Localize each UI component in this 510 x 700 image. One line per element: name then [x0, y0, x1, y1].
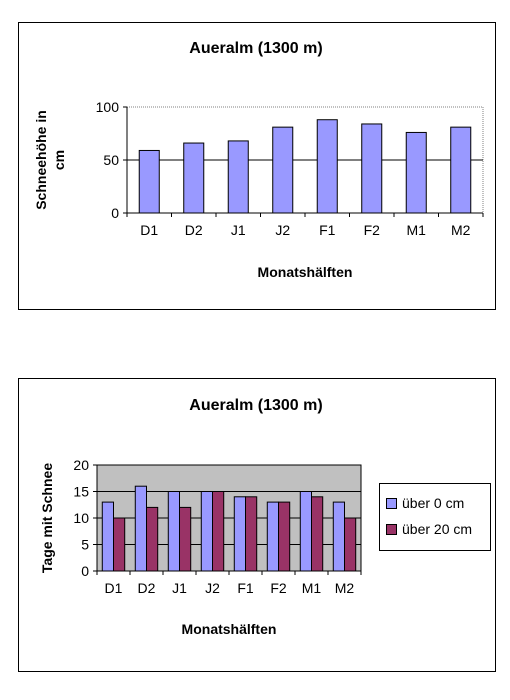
- legend-label-series-2: über 20 cm: [402, 521, 473, 537]
- x-tick-label: D1: [105, 580, 123, 596]
- bar: [233, 496, 246, 572]
- y-axis-title: Tage mit Schnee: [39, 463, 55, 573]
- legend-label-series-1: über 0 cm: [402, 495, 465, 511]
- bar: [272, 126, 294, 214]
- x-tick-label: D2: [138, 580, 156, 596]
- x-axis-title: Monatshälften: [182, 621, 277, 637]
- chart-title: Aueralm (1300 m): [189, 40, 322, 57]
- y-axis-title: cm: [51, 150, 67, 170]
- bar: [316, 119, 338, 214]
- y-tick-label: 0: [81, 563, 89, 579]
- bar: [344, 517, 357, 572]
- bar: [146, 506, 159, 572]
- bar: [134, 485, 147, 572]
- bar: [212, 491, 225, 572]
- bar: [183, 142, 205, 214]
- bar: [311, 496, 324, 572]
- bar: [179, 506, 192, 572]
- x-axis-title: Monatshälften: [258, 264, 353, 280]
- bar: [200, 491, 213, 572]
- chart-snow-days: Aueralm (1300 m) 0 5 10 15 20 D1 D2 J1 J2 F1 F2 M1 M2…: [18, 378, 496, 672]
- chart-snow-depth: Aueralm (1300 m) 0 50 100 D1 D2 J1 J2 F1 F2 M1 M2 Mo…: [18, 22, 496, 310]
- x-tick-label: J1: [231, 222, 246, 238]
- bar: [101, 501, 114, 572]
- y-tick-label: 20: [73, 457, 89, 473]
- x-tick-label: M1: [302, 580, 322, 596]
- snow-days-chart-svg: Aueralm (1300 m) 0 5 10 15 20 D1 D2 J1 J2 F1 F2 M1 M2…: [39, 397, 362, 637]
- x-tick-label: M1: [407, 222, 427, 238]
- y-tick-label: 10: [73, 510, 89, 526]
- legend: über 0 cm über 20 cm: [379, 483, 491, 551]
- bar: [138, 149, 160, 214]
- chart-title: Aueralm (1300 m): [189, 397, 322, 414]
- bar: [361, 123, 383, 214]
- y-axis-title: Schneehöhe in: [33, 110, 49, 210]
- y-tick-label: 0: [111, 205, 119, 221]
- x-tick-label: F2: [364, 222, 381, 238]
- y-tick-label: 50: [103, 152, 119, 168]
- bar: [450, 126, 472, 214]
- legend-item-series-1: über 0 cm: [386, 495, 464, 511]
- legend-item-series-2: über 20 cm: [386, 521, 472, 537]
- bar: [332, 501, 345, 572]
- y-tick-label: 5: [81, 537, 89, 553]
- legend-swatch-series-1: [386, 497, 397, 509]
- y-tick-label: 100: [96, 99, 120, 115]
- x-tick-label: F1: [237, 580, 254, 596]
- snow-depth-chart-svg: Aueralm (1300 m) 0 50 100 D1 D2 J1 J2 F1 F2 M1 M2 Mo…: [33, 40, 484, 280]
- x-tick-label: M2: [335, 580, 355, 596]
- bar: [278, 501, 291, 572]
- bar: [405, 131, 427, 214]
- x-tick-label: J1: [172, 580, 187, 596]
- bar: [266, 501, 279, 572]
- x-tick-label: F1: [319, 222, 336, 238]
- bar: [113, 517, 126, 572]
- x-tick-label: D2: [185, 222, 203, 238]
- x-tick-label: D1: [140, 222, 158, 238]
- legend-swatch-series-2: [386, 523, 397, 535]
- bar: [167, 491, 180, 572]
- x-tick-label: J2: [205, 580, 220, 596]
- x-tick-label: M2: [451, 222, 471, 238]
- bar: [299, 491, 312, 572]
- y-tick-label: 15: [73, 484, 89, 500]
- x-tick-label: J2: [275, 222, 290, 238]
- bar: [227, 140, 249, 214]
- x-tick-label: F2: [270, 580, 287, 596]
- bar: [245, 496, 258, 572]
